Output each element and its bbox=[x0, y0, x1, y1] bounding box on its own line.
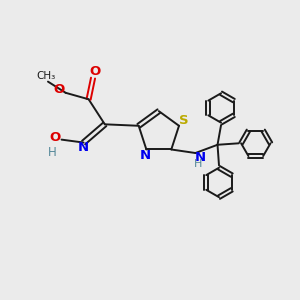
Text: S: S bbox=[179, 114, 189, 127]
Text: H: H bbox=[48, 146, 57, 159]
Text: O: O bbox=[50, 131, 61, 144]
Text: N: N bbox=[139, 149, 151, 163]
Text: N: N bbox=[78, 141, 89, 154]
Text: N: N bbox=[194, 151, 206, 164]
Text: O: O bbox=[53, 83, 65, 96]
Text: CH₃: CH₃ bbox=[36, 71, 56, 81]
Text: O: O bbox=[89, 65, 100, 78]
Text: H: H bbox=[194, 159, 202, 169]
